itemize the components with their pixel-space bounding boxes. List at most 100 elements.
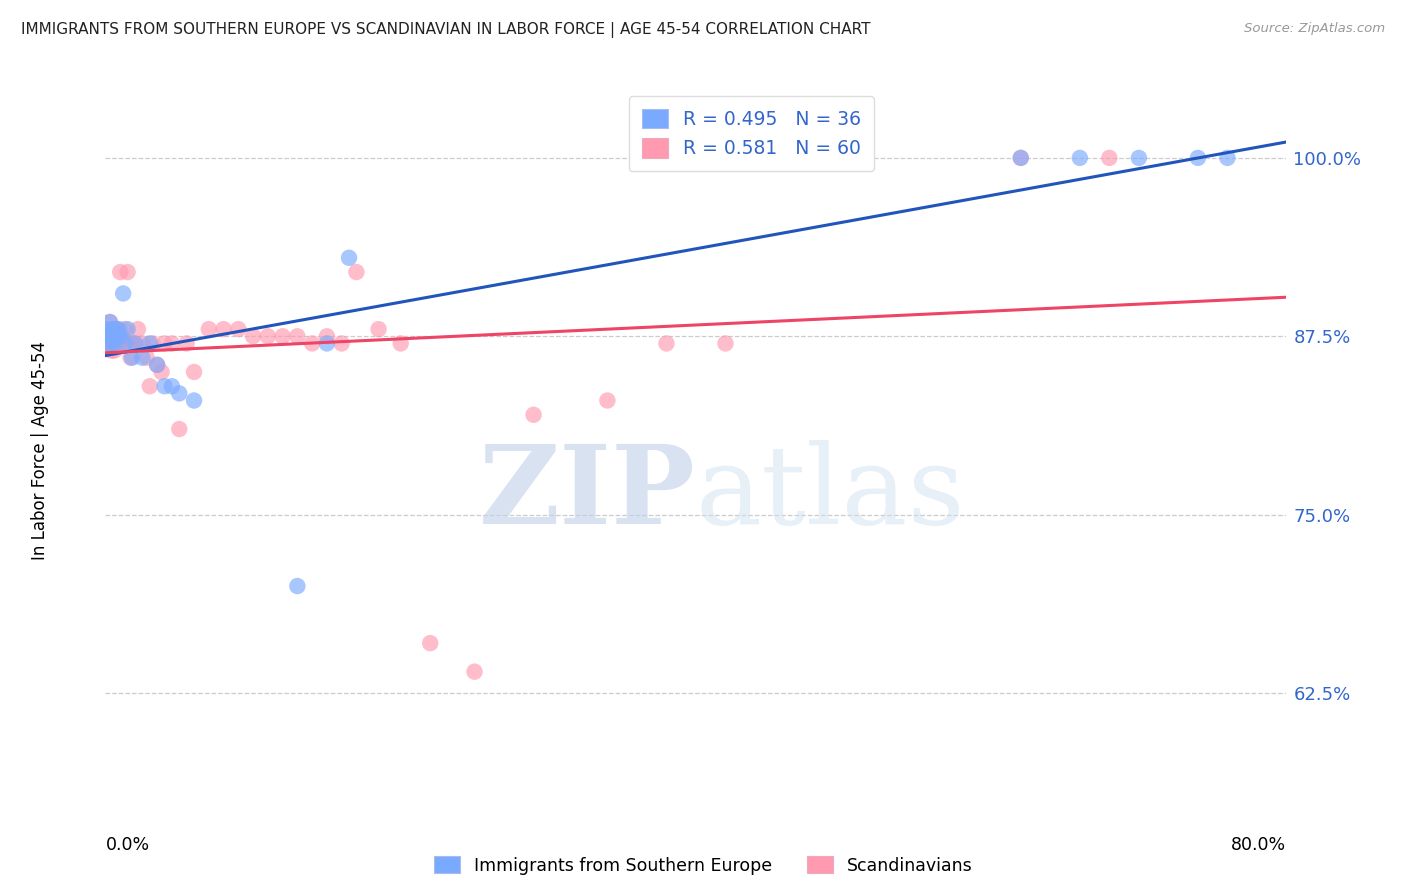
Point <box>367 322 389 336</box>
Text: Source: ZipAtlas.com: Source: ZipAtlas.com <box>1244 22 1385 36</box>
Point <box>120 351 142 365</box>
Point <box>257 329 280 343</box>
Point <box>146 358 169 372</box>
Point <box>337 251 360 265</box>
Point <box>110 329 132 343</box>
Point <box>169 422 191 436</box>
Point <box>104 322 127 336</box>
Point <box>97 322 120 336</box>
Point <box>1187 151 1209 165</box>
Point <box>117 265 139 279</box>
Point <box>287 329 309 343</box>
Point <box>131 351 153 365</box>
Point <box>389 336 412 351</box>
Point <box>346 265 368 279</box>
Point <box>212 322 235 336</box>
Point <box>301 336 323 351</box>
Point <box>271 329 294 343</box>
Point <box>464 665 486 679</box>
Point <box>105 322 128 336</box>
Point <box>98 329 121 343</box>
Point <box>103 329 125 343</box>
Point <box>100 329 122 343</box>
Point <box>135 351 157 365</box>
Point <box>1069 151 1091 165</box>
Point <box>97 329 120 343</box>
Point <box>97 336 120 351</box>
Point <box>124 336 146 351</box>
Point <box>98 315 121 329</box>
Text: 80.0%: 80.0% <box>1232 836 1286 854</box>
Point <box>101 322 124 336</box>
Point <box>101 322 124 336</box>
Point <box>655 336 678 351</box>
Point <box>114 336 136 351</box>
Point <box>117 322 139 336</box>
Point <box>101 336 124 351</box>
Point <box>104 329 127 343</box>
Point <box>105 329 128 343</box>
Point <box>714 336 737 351</box>
Point <box>107 322 129 336</box>
Point <box>138 379 162 393</box>
Point <box>96 329 118 343</box>
Point <box>124 336 146 351</box>
Point <box>197 322 219 336</box>
Point <box>1098 151 1121 165</box>
Point <box>103 322 125 336</box>
Point <box>330 336 353 351</box>
Point <box>419 636 441 650</box>
Point <box>523 408 546 422</box>
Point <box>150 365 173 379</box>
Text: atlas: atlas <box>696 440 966 547</box>
Point <box>98 315 121 329</box>
Point <box>101 329 124 343</box>
Point <box>131 336 153 351</box>
Point <box>228 322 250 336</box>
Point <box>112 336 135 351</box>
Legend: Immigrants from Southern Europe, Scandinavians: Immigrants from Southern Europe, Scandin… <box>427 849 979 881</box>
Text: IMMIGRANTS FROM SOUTHERN EUROPE VS SCANDINAVIAN IN LABOR FORCE | AGE 45-54 CORRE: IMMIGRANTS FROM SOUTHERN EUROPE VS SCAND… <box>21 22 870 38</box>
Point <box>138 336 162 351</box>
Point <box>100 336 122 351</box>
Point <box>169 386 191 401</box>
Point <box>103 343 125 358</box>
Point <box>146 358 169 372</box>
Point <box>1128 151 1150 165</box>
Text: In Labor Force | Age 45-54: In Labor Force | Age 45-54 <box>31 341 49 560</box>
Point <box>96 329 118 343</box>
Point <box>153 336 176 351</box>
Point <box>114 322 136 336</box>
Point <box>121 351 143 365</box>
Text: ZIP: ZIP <box>479 440 696 547</box>
Point <box>107 329 129 343</box>
Point <box>1216 151 1239 165</box>
Point <box>118 336 141 351</box>
Point <box>115 336 138 351</box>
Point <box>103 336 125 351</box>
Point <box>176 336 198 351</box>
Point <box>160 379 183 393</box>
Point <box>127 322 149 336</box>
Point <box>183 365 205 379</box>
Point <box>112 286 135 301</box>
Point <box>242 329 264 343</box>
Point <box>596 393 619 408</box>
Point <box>104 329 127 343</box>
Point <box>315 329 337 343</box>
Point <box>110 336 132 351</box>
Point <box>183 393 205 408</box>
Point <box>1010 151 1032 165</box>
Point <box>160 336 183 351</box>
Point <box>97 336 120 351</box>
Point <box>153 379 176 393</box>
Legend: R = 0.495   N = 36, R = 0.581   N = 60: R = 0.495 N = 36, R = 0.581 N = 60 <box>628 96 875 171</box>
Point <box>142 336 165 351</box>
Point <box>110 265 132 279</box>
Point <box>1010 151 1032 165</box>
Text: 0.0%: 0.0% <box>105 836 149 854</box>
Point <box>315 336 337 351</box>
Point <box>287 579 309 593</box>
Point <box>100 329 122 343</box>
Point <box>105 329 128 343</box>
